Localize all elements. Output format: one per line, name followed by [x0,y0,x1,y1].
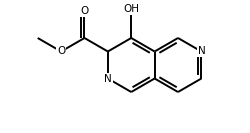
Text: O: O [80,6,88,16]
Text: N: N [104,74,111,84]
Text: O: O [57,47,65,57]
Text: OH: OH [123,4,139,14]
Text: N: N [197,47,204,57]
